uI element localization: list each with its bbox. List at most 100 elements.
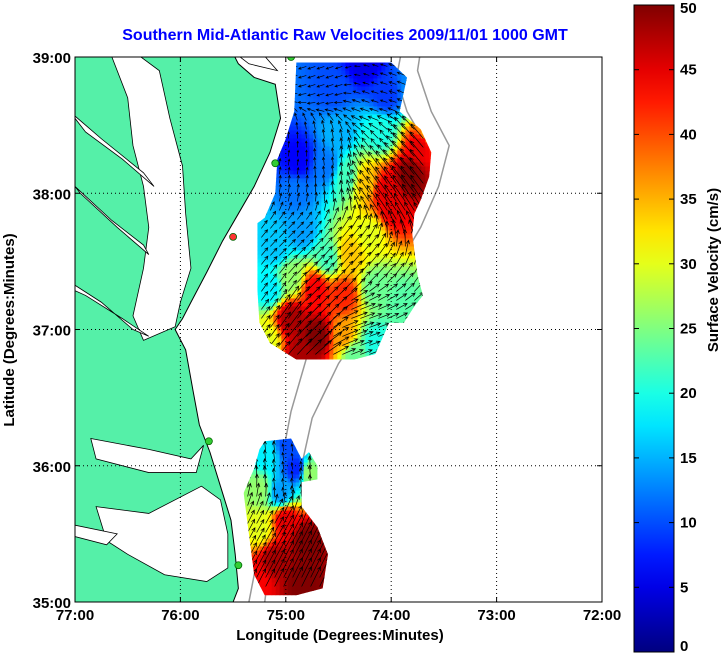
velocity-cell: [275, 522, 281, 527]
velocity-cell: [313, 326, 318, 331]
velocity-cell: [353, 322, 358, 327]
velocity-cell: [301, 98, 306, 103]
velocity-cell: [401, 290, 406, 295]
velocity-cell: [247, 490, 253, 495]
velocity-cell: [297, 242, 302, 247]
velocity-cell: [247, 486, 253, 491]
velocity-cell: [279, 494, 285, 499]
velocity-cell: [305, 306, 310, 311]
velocity-cell: [313, 290, 318, 295]
velocity-cell: [273, 222, 278, 227]
velocity-cell: [313, 346, 318, 351]
velocity-arrow: [360, 261, 371, 274]
velocity-cell: [279, 554, 285, 559]
velocity-cell: [257, 242, 262, 247]
velocity-cell: [293, 330, 298, 335]
velocity-cell: [309, 350, 314, 355]
velocity-cell: [275, 442, 281, 447]
velocity-cell: [313, 210, 318, 215]
velocity-cell: [285, 238, 290, 243]
velocity-cell: [305, 250, 310, 255]
velocity-cell: [267, 494, 273, 499]
velocity-cell: [301, 338, 306, 343]
velocity-cell: [329, 314, 334, 319]
velocity-cell: [321, 66, 326, 71]
velocity-cell: [397, 306, 402, 311]
velocity-cell: [361, 122, 366, 127]
velocity-cell: [305, 78, 310, 83]
velocity-cell: [305, 202, 310, 207]
velocity-cell: [305, 222, 310, 227]
velocity-cell: [381, 86, 386, 91]
velocity-cell: [305, 226, 310, 231]
velocity-cell: [333, 78, 338, 83]
velocity-cell: [333, 238, 338, 243]
velocity-arrow: [292, 530, 303, 551]
velocity-cell: [369, 226, 374, 231]
velocity-arrow: [341, 196, 346, 211]
velocity-cell: [301, 294, 306, 299]
velocity-cell: [373, 322, 378, 327]
velocity-cell: [267, 538, 273, 543]
velocity-cell: [297, 194, 302, 199]
velocity-cell: [317, 242, 322, 247]
velocity-cell: [285, 290, 290, 295]
velocity-arrow: [409, 148, 424, 166]
velocity-cell: [337, 278, 342, 283]
velocity-cell: [309, 194, 314, 199]
velocity-cell: [349, 182, 354, 187]
velocity-cell: [397, 110, 402, 115]
velocity-cell: [317, 82, 322, 87]
velocity-cell: [369, 254, 374, 259]
velocity-cell: [365, 82, 370, 87]
chart-title: Southern Mid-Atlantic Raw Velocities 200…: [122, 27, 568, 44]
velocity-cell: [337, 106, 342, 111]
velocity-cell: [365, 110, 370, 115]
velocity-cell: [289, 142, 294, 147]
velocity-cell: [357, 326, 362, 331]
velocity-cell: [397, 146, 402, 151]
velocity-arrow: [306, 101, 316, 105]
velocity-arrow: [330, 128, 335, 139]
station-markers: [204, 57, 295, 570]
velocity-cell: [301, 158, 306, 163]
velocity-cell: [283, 478, 289, 483]
velocity-cell: [279, 482, 285, 487]
velocity-cell: [317, 354, 322, 359]
velocity-cell: [345, 234, 350, 239]
velocity-cell: [341, 142, 346, 147]
velocity-cell: [393, 294, 398, 299]
velocity-arrow: [297, 221, 305, 229]
velocity-cell: [393, 266, 398, 271]
velocity-cell: [301, 298, 306, 303]
velocity-cell: [345, 118, 350, 123]
velocity-cell: [333, 226, 338, 231]
velocity-arrow: [292, 494, 300, 515]
velocity-cell: [263, 594, 269, 596]
velocity-cell: [325, 118, 330, 123]
velocity-cell: [285, 242, 290, 247]
velocity-cell: [325, 86, 330, 91]
velocity-cell: [365, 222, 370, 227]
velocity-cell: [329, 258, 334, 263]
velocity-cell: [281, 282, 286, 287]
velocity-cell: [285, 206, 290, 211]
velocity-arrow: [387, 127, 397, 139]
velocity-cell: [333, 298, 338, 303]
velocity-cell: [361, 178, 366, 183]
velocity-cell: [397, 90, 402, 95]
velocity-cell: [313, 242, 318, 247]
velocity-cell: [353, 258, 358, 263]
velocity-cell: [325, 290, 330, 295]
velocity-cell: [309, 82, 314, 87]
velocity-cell: [345, 126, 350, 131]
velocity-cell: [353, 210, 358, 215]
velocity-arrow: [405, 250, 412, 265]
velocity-cell: [313, 310, 318, 315]
velocity-cell: [349, 130, 354, 135]
velocity-cell: [337, 334, 342, 339]
velocity-cell: [283, 486, 289, 491]
velocity-cell: [421, 138, 426, 143]
velocity-cell: [361, 270, 366, 275]
velocity-arrow: [279, 332, 290, 346]
